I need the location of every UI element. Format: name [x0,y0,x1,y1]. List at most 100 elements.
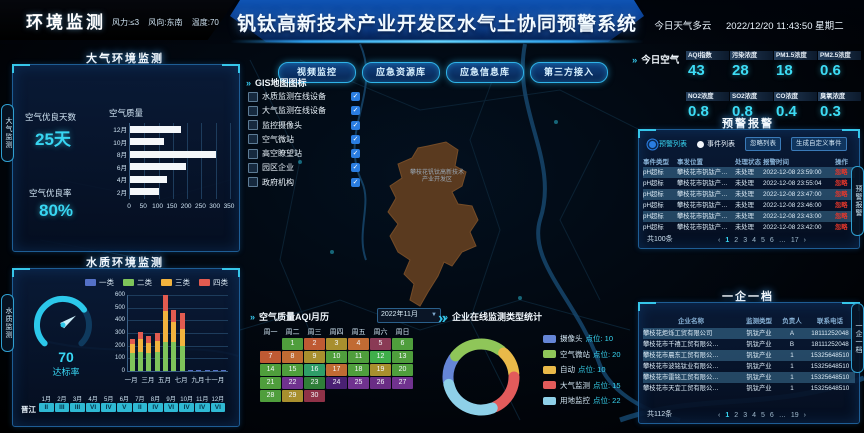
calendar-day-cell[interactable]: 12 [370,351,391,363]
toolbar-button-1[interactable]: 视频监控 [278,62,356,83]
calendar-day-cell[interactable]: 6 [392,338,413,350]
calendar-day-cell[interactable]: 17 [326,364,347,376]
enterprise-row[interactable]: 攀枝花市千禧工贸有限公… 钒钛产业 B 18111252048 [643,339,855,350]
river-grade-cell[interactable]: VI [85,403,101,412]
layer-checkbox[interactable]: ✓ [351,106,360,116]
calendar-day-cell[interactable]: 4 [348,338,369,350]
enterprise-page[interactable]: 6 [769,412,774,419]
tab-air-monitor[interactable]: 大气监测 [1,104,14,162]
layer-checkbox[interactable]: ✓ [351,163,360,173]
calendar-day-cell[interactable]: 5 [370,338,391,350]
calendar-day-cell[interactable]: 2 [304,338,325,350]
calendar-day-cell[interactable]: 15 [282,364,303,376]
toolbar-button-2[interactable]: 应急资源库 [362,62,440,83]
calendar-day-cell[interactable]: 23 [304,377,325,389]
river-grade-cell[interactable]: II [39,403,54,412]
river-grade-cell[interactable]: VI [163,403,179,412]
calendar-day-cell[interactable]: 9 [304,351,325,363]
tab-enterprise[interactable]: 一企一档 [851,303,864,373]
calendar-day-cell[interactable]: 28 [260,390,281,402]
enterprise-row[interactable]: 攀枝花市晨东工贸有限公… 钒钛产业 1 15325648510 [643,350,855,361]
tab-water-monitor[interactable]: 水质监测 [1,294,14,352]
enterprise-row[interactable]: 攀枝花市雷铭工贸有限公… 钒钛产业 1 15325648510 [643,372,855,383]
layer-checkbox[interactable]: ✓ [351,134,360,144]
calendar-day-cell[interactable]: 22 [282,377,303,389]
calendar-day-cell[interactable]: 14 [260,364,281,376]
river-grade-cell[interactable]: IV [194,403,210,412]
donut-legend-item[interactable]: 用地监控 点位: 22 [543,393,621,409]
enterprise-page[interactable]: 5 [761,412,765,419]
river-grade-cell[interactable]: II [132,403,148,412]
river-grade-cell[interactable]: IV [148,403,163,412]
alarm-action-ignore[interactable]: 忽略 [835,191,848,198]
alarm-row[interactable]: pH超标 攀枝花市钒钛产… 未处理 2022-12-08 23:43:00 忽略 [643,211,855,222]
alarm-action-ignore[interactable]: 忽略 [835,224,848,231]
layer-checkbox[interactable]: ✓ [351,120,360,130]
gis-layer-item[interactable]: 空气微站 ✓ [248,134,360,145]
layer-checkbox[interactable]: ✓ [351,177,360,187]
donut-legend-item[interactable]: 空气微站 点位: 20 [543,347,621,363]
alarm-page[interactable]: 2 [734,237,739,244]
calendar-day-cell[interactable]: 20 [392,364,413,376]
gis-layer-item[interactable]: 园区企业 ✓ [248,162,360,173]
alarm-row[interactable]: pH超标 攀枝花市钒钛产… 未处理 2022-12-08 23:55:04 忽略 [643,178,855,189]
alarm-next[interactable]: › [803,237,806,244]
alarm-row[interactable]: pH超标 攀枝花市钒钛产… 未处理 2022-12-08 23:59:00 忽略 [643,167,855,178]
river-grade-cell[interactable]: III [70,403,85,412]
calendar-day-cell[interactable]: 11 [348,351,369,363]
alarm-page[interactable]: 4 [752,237,756,244]
alarm-page[interactable]: 3 [743,237,748,244]
river-grade-cell[interactable]: IV [179,403,194,412]
alarm-action-ignore[interactable]: 忽略 [835,169,848,176]
alarm-row[interactable]: pH超标 攀枝花市钒钛产… 未处理 2022-12-08 23:47:00 忽略 [643,189,855,200]
calendar-day-cell[interactable]: 26 [370,377,391,389]
calendar-day-cell[interactable]: 16 [304,364,325,376]
enterprise-page[interactable]: 4 [752,412,756,419]
calendar-day-cell[interactable]: 25 [348,377,369,389]
create-custom-event-button[interactable]: 生成自定义事件 [791,137,847,151]
enterprise-page[interactable]: 2 [734,412,739,419]
alarm-page[interactable]: 5 [761,237,765,244]
alarm-page[interactable]: 6 [769,237,774,244]
calendar-day-cell[interactable]: 1 [282,338,303,350]
enterprise-page[interactable]: 1 [725,412,730,419]
calendar-month-select[interactable]: 2022年11月 ▼ [377,308,441,323]
calendar-day-cell[interactable]: 18 [348,364,369,376]
calendar-day-cell[interactable]: 10 [326,351,347,363]
calendar-day-cell[interactable]: 3 [326,338,347,350]
enterprise-row[interactable]: 攀枝花市天宜工贸有限公… 钒钛产业 1 15325648510 [643,383,855,394]
enterprise-page[interactable]: 19 [790,412,799,419]
calendar-day-cell[interactable]: 30 [304,390,325,402]
enterprise-row[interactable]: 攀枝花炬烁工贸有限公司 钒钛产业 A 18111252048 [643,328,855,339]
alarm-action-ignore[interactable]: 忽略 [835,202,848,209]
district-shape[interactable] [387,141,479,307]
alarm-page[interactable]: 1 [725,237,730,244]
river-grade-cell[interactable]: IV [101,403,116,412]
alarm-row[interactable]: pH超标 攀枝花市钒钛产… 未处理 2022-12-08 23:46:00 忽略 [643,200,855,211]
calendar-day-cell[interactable]: 7 [260,351,281,363]
donut-legend-item[interactable]: 大气监测 点位: 15 [543,378,621,394]
river-grade-cell[interactable]: III [54,403,70,412]
alarm-action-ignore[interactable]: 忽略 [835,180,848,187]
calendar-day-cell[interactable]: 24 [326,377,347,389]
gis-layer-item[interactable]: 水质监测在线设备 ✓ [248,91,360,102]
enterprise-row[interactable]: 攀枝花市波铭钛业有限公… 钒钛产业 1 15325648510 [643,361,855,372]
gis-layer-item[interactable]: 政府机构 ✓ [248,177,360,188]
radio-event-list[interactable]: 事件列表 [697,139,735,149]
calendar-day-cell[interactable]: 19 [370,364,391,376]
toolbar-button-3[interactable]: 应急信息库 [446,62,524,83]
enterprise-page[interactable]: 3 [743,412,748,419]
calendar-day-cell[interactable]: 29 [282,390,303,402]
enterprise-page[interactable]: … [778,412,786,419]
calendar-day-cell[interactable]: 13 [392,351,413,363]
enterprise-next[interactable]: › [803,412,806,419]
calendar-day-cell[interactable]: 21 [260,377,281,389]
tab-alarm[interactable]: 预警报警 [851,166,864,236]
calendar-day-cell[interactable]: 8 [282,351,303,363]
river-grade-cell[interactable]: V [116,403,132,412]
calendar-day-cell[interactable]: 27 [392,377,413,389]
alarm-action-ignore[interactable]: 忽略 [835,213,848,220]
calendar-expand-icon[interactable]: » [438,310,447,327]
donut-legend-item[interactable]: 自动 点位: 10 [543,362,621,378]
gis-layer-item[interactable]: 大气监测在线设备 ✓ [248,105,360,116]
